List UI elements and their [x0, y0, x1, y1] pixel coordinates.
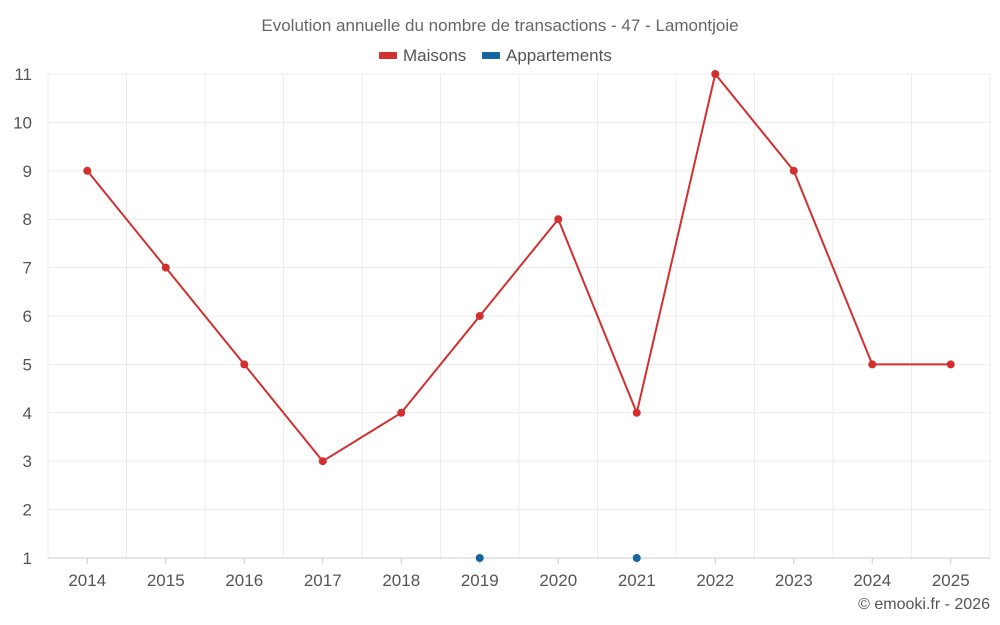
y-tick-label: 1	[23, 549, 32, 568]
x-tick-label: 2022	[696, 571, 734, 590]
y-axis: 1 2 3 4 5 6 7 8 9 10 11	[13, 65, 32, 568]
data-point-appartements[interactable]	[632, 554, 641, 562]
data-point-maisons[interactable]	[632, 408, 641, 417]
x-tick-label: 2017	[304, 571, 342, 590]
chart-credit: © emooki.fr - 2026	[858, 596, 990, 613]
y-tick-label: 7	[23, 259, 32, 278]
data-point-maisons[interactable]	[946, 360, 955, 369]
x-tick-label: 2019	[461, 571, 499, 590]
x-tick-label: 2024	[853, 571, 891, 590]
series-line-maisons	[86, 73, 952, 463]
legend-label-appartements: Appartements	[506, 46, 612, 65]
legend: Maisons Appartements	[379, 46, 612, 65]
legend-item-maisons[interactable]: Maisons	[379, 46, 466, 65]
data-point-maisons[interactable]	[789, 166, 798, 175]
y-tick-label: 10	[13, 113, 32, 132]
x-tick-label: 2014	[68, 571, 106, 590]
y-tick-label: 11	[14, 65, 32, 84]
data-point-maisons[interactable]	[318, 457, 327, 466]
data-point-maisons[interactable]	[868, 360, 877, 369]
x-axis: 2014 2015 2016 2017 2018 2019 2020 2021 2022 2023…	[48, 557, 990, 590]
gridlines	[47, 73, 991, 558]
series-layer	[83, 70, 955, 562]
x-tick-label: 2016	[225, 571, 263, 590]
legend-item-appartements[interactable]: Appartements	[482, 46, 612, 65]
y-tick-label: 6	[23, 307, 32, 326]
x-tick-label: 2021	[618, 571, 656, 590]
x-tick-label: 2018	[382, 571, 420, 590]
data-point-maisons[interactable]	[711, 70, 720, 78]
x-tick-label: 2020	[539, 571, 577, 590]
chart-title: Evolution annuelle du nombre de transact…	[261, 16, 738, 35]
y-tick-label: 5	[23, 355, 32, 374]
y-tick-label: 4	[23, 404, 32, 423]
y-tick-label: 3	[23, 452, 32, 471]
data-point-maisons[interactable]	[554, 215, 563, 224]
data-point-appartements[interactable]	[475, 554, 484, 562]
data-point-maisons[interactable]	[83, 166, 92, 175]
x-tick-label: 2015	[147, 571, 185, 590]
data-point-maisons[interactable]	[240, 360, 249, 369]
data-point-maisons[interactable]	[475, 312, 484, 320]
data-point-maisons[interactable]	[161, 263, 170, 272]
legend-swatch-appartements	[482, 52, 500, 59]
legend-swatch-maisons	[379, 52, 397, 59]
y-tick-label: 9	[23, 162, 32, 181]
y-tick-label: 8	[23, 210, 32, 229]
x-tick-label: 2025	[932, 571, 970, 590]
legend-label-maisons: Maisons	[403, 46, 466, 65]
y-tick-label: 2	[23, 501, 32, 520]
x-tick-label: 2023	[775, 571, 813, 590]
data-point-maisons[interactable]	[397, 408, 406, 417]
